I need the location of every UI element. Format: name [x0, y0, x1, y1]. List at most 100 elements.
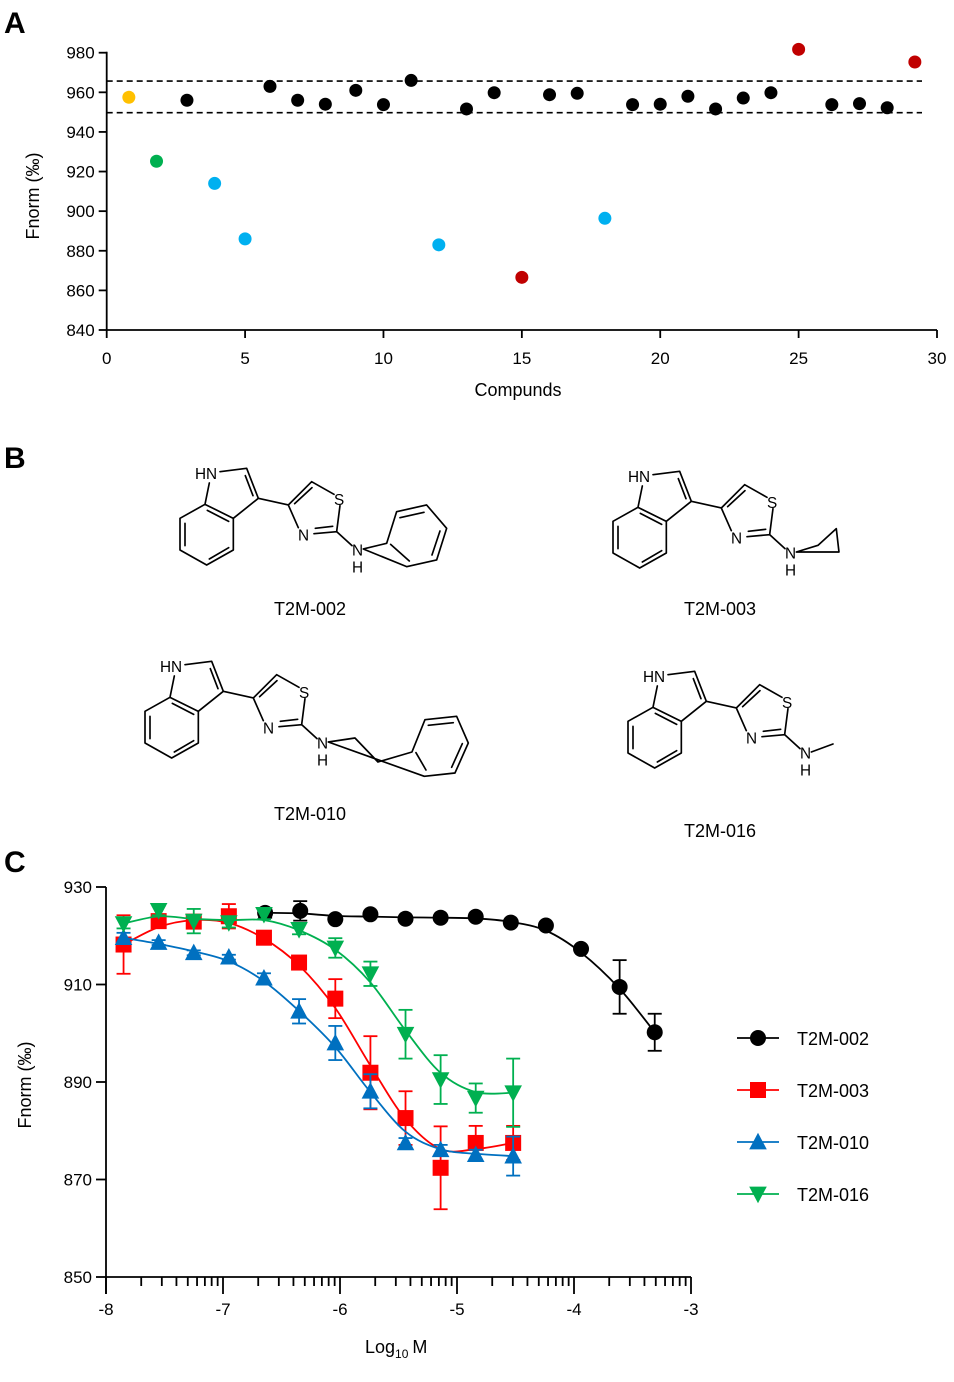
marker-triangle-down [466, 1090, 485, 1108]
bond-lines [612, 470, 840, 569]
data-point [122, 90, 136, 104]
marker-square [750, 1082, 766, 1098]
marker-square [327, 990, 344, 1007]
y-tick-label: 880 [66, 242, 94, 261]
marker-square [397, 1110, 414, 1127]
fit-curve [123, 936, 514, 1157]
data-point [349, 83, 363, 97]
data-point [653, 97, 667, 111]
legend-label: T2M-010 [797, 1133, 869, 1153]
marker-circle [362, 906, 379, 923]
marker-circle [646, 1024, 663, 1041]
y-tick-label: 840 [66, 321, 94, 340]
panel-label-a: A [4, 7, 26, 40]
marker-triangle-up [220, 948, 238, 965]
marker-triangle-down [326, 940, 345, 958]
x-tick-label: 15 [512, 349, 531, 368]
data-point [543, 88, 557, 102]
atom-label-s: S [299, 685, 309, 702]
atom-label-amine-n: N [317, 736, 328, 753]
compound-label: T2M-010 [274, 804, 346, 824]
atom-label-s: S [334, 492, 344, 509]
marker-square [291, 954, 308, 971]
x-tick-label: 25 [789, 349, 808, 368]
atom-label-hn: HN [160, 659, 182, 676]
marker-triangle-up [466, 1145, 485, 1162]
legend-item: T2M-010 [737, 1132, 869, 1153]
y-tick-label: 940 [66, 123, 94, 142]
bond-lines [179, 467, 448, 568]
data-point [263, 79, 277, 93]
data-point [150, 154, 164, 168]
atom-label-amine-h: H [800, 762, 811, 779]
marker-square [432, 1159, 449, 1176]
marker-triangle-down [396, 1026, 415, 1044]
scatter-chart-a: 840 860 880 900 920 940 960 980 0 5 10 15 20 25 30 [66, 42, 946, 368]
marker-triangle-down [504, 1085, 522, 1102]
x-tick-label: -3 [683, 1300, 698, 1319]
xlabel-unit: M [412, 1337, 427, 1357]
chemical-structures: HNSNNHT2M-002HNSNNHT2M-003HNSNNHT2M-010H… [144, 466, 840, 841]
y-tick-label: 890 [64, 1073, 92, 1092]
fit-curve [265, 911, 656, 1033]
marker-triangle-down [431, 1072, 450, 1089]
marker-triangle-up [431, 1140, 450, 1158]
series-t2m-003 [115, 903, 522, 1211]
marker-triangle-up [326, 1033, 345, 1051]
legend-label: T2M-016 [797, 1185, 869, 1205]
marker-circle [502, 914, 519, 931]
data-point [459, 102, 473, 116]
legend-item: T2M-003 [737, 1081, 869, 1101]
marker-triangle-down [184, 913, 203, 931]
atom-label-amine-h: H [352, 559, 363, 576]
marker-square [255, 929, 272, 946]
data-point [764, 86, 778, 100]
atom-label-s: S [767, 495, 777, 512]
atom-label-hn: HN [195, 466, 217, 483]
marker-triangle-up [255, 968, 273, 986]
atom-label-hn: HN [643, 669, 665, 686]
y-tick-label: 920 [66, 163, 94, 182]
marker-triangle-up [749, 1132, 767, 1150]
marker-triangle-down [255, 906, 273, 924]
y-tick-label: 870 [64, 1171, 92, 1190]
atom-label-amine-h: H [317, 752, 328, 769]
x-tick-label: 10 [374, 349, 393, 368]
atom-label-amine-n: N [800, 746, 811, 763]
marker-triangle-up [361, 1082, 380, 1099]
fit-curve [123, 915, 514, 1095]
bond-lines [627, 670, 834, 769]
bond-lines [144, 660, 470, 778]
atom-label-amine-n: N [785, 546, 796, 563]
legend-label: T2M-003 [797, 1081, 869, 1101]
marker-triangle-down [361, 966, 380, 983]
data-point [515, 270, 529, 284]
atom-label-amine-h: H [785, 562, 796, 579]
marker-circle [397, 910, 414, 927]
panel-label-c: C [4, 846, 26, 879]
marker-triangle-up [290, 1002, 308, 1019]
marker-triangle-up [504, 1146, 522, 1164]
chart-c-ylabel: Fnorm (‰) [15, 1042, 35, 1129]
y-tick-label: 850 [64, 1268, 92, 1287]
series-t2m-010 [114, 928, 522, 1177]
xlabel-main: Log [365, 1337, 395, 1357]
marker-circle [611, 978, 628, 995]
x-tick-label: -6 [332, 1300, 347, 1319]
data-point [709, 102, 723, 116]
data-point [681, 89, 695, 103]
data-point [626, 98, 640, 112]
atom-label-s: S [782, 695, 792, 712]
compound-label: T2M-016 [684, 821, 756, 841]
x-tick-label: 5 [240, 349, 249, 368]
legend-item: T2M-002 [737, 1029, 869, 1049]
atom-label-n: N [746, 730, 757, 747]
series-t2m-016 [114, 903, 522, 1128]
data-point [908, 55, 922, 69]
data-point [880, 101, 894, 115]
chart-c-xlabel: Log10 M [365, 1337, 427, 1361]
marker-triangle-up [396, 1133, 415, 1151]
